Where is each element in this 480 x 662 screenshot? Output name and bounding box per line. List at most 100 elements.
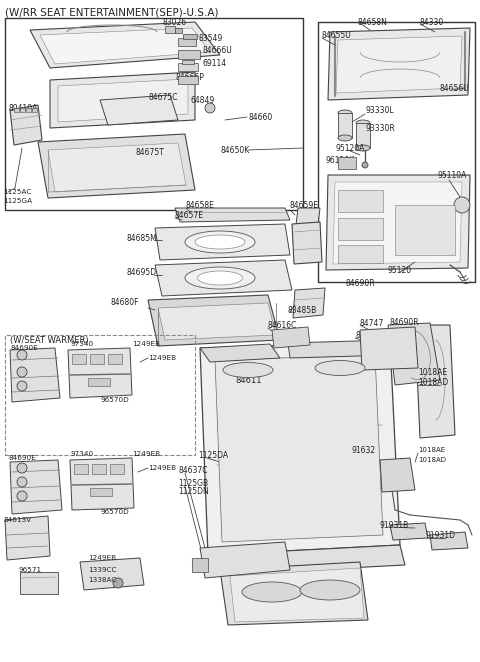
Circle shape <box>362 162 368 168</box>
Text: 93330R: 93330R <box>365 124 395 132</box>
Text: 95120A: 95120A <box>336 144 365 152</box>
Bar <box>318 22 475 282</box>
Ellipse shape <box>338 135 352 141</box>
Polygon shape <box>148 295 280 346</box>
Bar <box>5 335 195 455</box>
Bar <box>90 354 104 364</box>
Text: 84611: 84611 <box>235 375 262 385</box>
Circle shape <box>17 381 27 391</box>
Circle shape <box>390 470 400 480</box>
Text: 96120K: 96120K <box>326 156 355 164</box>
Text: 1339CC: 1339CC <box>88 567 117 573</box>
Text: 83026: 83026 <box>162 17 186 26</box>
Text: 84650K: 84650K <box>220 146 249 154</box>
Polygon shape <box>272 327 310 348</box>
Polygon shape <box>388 323 440 385</box>
Circle shape <box>113 578 123 588</box>
Polygon shape <box>30 22 220 68</box>
Polygon shape <box>158 303 276 340</box>
Ellipse shape <box>300 580 360 600</box>
Ellipse shape <box>338 110 352 116</box>
Text: 84690R: 84690R <box>345 279 374 287</box>
Text: 1249EB: 1249EB <box>148 465 176 471</box>
Polygon shape <box>333 182 462 264</box>
Text: 97340: 97340 <box>70 341 93 347</box>
Polygon shape <box>48 143 186 192</box>
Text: 84637C: 84637C <box>178 465 207 475</box>
Text: 1249EB: 1249EB <box>88 555 116 561</box>
Polygon shape <box>80 558 144 590</box>
Text: 84675C: 84675C <box>148 93 178 101</box>
Text: 1249EB: 1249EB <box>132 451 160 457</box>
Polygon shape <box>10 348 60 402</box>
Text: 91931B: 91931B <box>380 520 409 530</box>
Text: 1249EB: 1249EB <box>148 355 176 361</box>
Text: 89410A: 89410A <box>8 103 37 113</box>
Bar <box>20 572 58 594</box>
Bar <box>108 354 122 364</box>
Text: 95120: 95120 <box>388 265 412 275</box>
Circle shape <box>454 197 470 213</box>
Polygon shape <box>155 224 290 260</box>
Circle shape <box>17 350 27 360</box>
Bar <box>14 108 19 112</box>
Polygon shape <box>10 460 62 514</box>
Polygon shape <box>58 79 188 122</box>
Polygon shape <box>293 288 325 318</box>
Bar <box>182 60 194 64</box>
Bar <box>165 26 175 33</box>
Polygon shape <box>390 523 428 540</box>
Polygon shape <box>70 458 134 510</box>
Bar <box>88 378 110 386</box>
Text: 84695D: 84695D <box>126 267 156 277</box>
Text: 84690E: 84690E <box>8 455 36 461</box>
Bar <box>92 464 106 474</box>
Text: 84675T: 84675T <box>135 148 164 156</box>
Text: 1018AD: 1018AD <box>418 457 446 463</box>
Ellipse shape <box>356 120 370 126</box>
Polygon shape <box>50 72 195 128</box>
Text: 84690R: 84690R <box>390 318 420 326</box>
Bar <box>72 354 86 364</box>
Polygon shape <box>415 325 455 438</box>
Text: 84616C: 84616C <box>268 320 298 330</box>
Bar <box>74 464 88 474</box>
Bar <box>26 108 31 112</box>
Text: 1125AC: 1125AC <box>3 189 31 195</box>
Text: 84658E: 84658E <box>185 201 214 209</box>
Circle shape <box>17 367 27 377</box>
Text: 97340: 97340 <box>70 451 93 457</box>
Polygon shape <box>40 28 210 64</box>
Polygon shape <box>208 545 405 575</box>
Text: 84658N: 84658N <box>358 17 388 26</box>
Polygon shape <box>430 532 468 550</box>
Text: 1249EB: 1249EB <box>132 341 160 347</box>
Polygon shape <box>380 458 415 492</box>
Ellipse shape <box>185 231 255 253</box>
Text: 84657E: 84657E <box>174 211 203 220</box>
Bar <box>338 113 352 138</box>
Text: 96571: 96571 <box>18 567 41 573</box>
Bar <box>5 18 303 210</box>
Text: 84666U: 84666U <box>202 46 232 54</box>
Polygon shape <box>230 568 364 622</box>
Text: 95110A: 95110A <box>438 171 468 179</box>
Text: 84659E: 84659E <box>290 201 319 209</box>
Ellipse shape <box>356 145 370 151</box>
Text: 83549: 83549 <box>198 34 222 42</box>
Polygon shape <box>200 342 400 555</box>
Circle shape <box>17 491 27 501</box>
Polygon shape <box>292 222 322 264</box>
Circle shape <box>17 463 27 473</box>
Bar <box>178 50 200 59</box>
Polygon shape <box>100 95 178 125</box>
Text: (W/RR SEAT ENTERTAINMENT(SEP)-U.S.A): (W/RR SEAT ENTERTAINMENT(SEP)-U.S.A) <box>5 7 218 17</box>
Bar <box>178 38 196 46</box>
Text: 1125DA: 1125DA <box>198 451 228 459</box>
Text: 1018AD: 1018AD <box>418 377 448 387</box>
Text: 91632: 91632 <box>352 446 376 455</box>
Bar <box>175 28 182 33</box>
Text: 84690R: 84690R <box>382 328 412 338</box>
Text: 84660: 84660 <box>248 113 272 122</box>
Bar <box>110 464 124 474</box>
